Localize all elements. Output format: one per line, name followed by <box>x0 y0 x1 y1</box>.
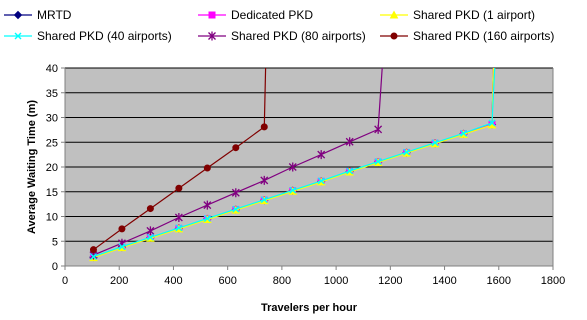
x-tick-label: 1000 <box>324 275 348 287</box>
data-point-shared-pkd-40-airports <box>146 233 154 241</box>
data-point-shared-pkd-160-airports <box>203 164 211 172</box>
data-point-shared-pkd-80-airports <box>345 137 354 147</box>
legend: MRTD Dedicated PKD Shared PKD (1 airport) S… <box>4 8 554 43</box>
data-point-shared-pkd-80-airports <box>231 188 240 198</box>
legend-item-shared-pkd-40-airports: Shared PKD (40 airports) <box>4 29 172 43</box>
y-tick-label: 0 <box>52 261 58 273</box>
data-point-shared-pkd-160-airports <box>89 246 97 254</box>
x-tick-label: 800 <box>273 275 291 287</box>
axes <box>61 67 554 270</box>
x-tick-label: 1400 <box>432 275 456 287</box>
y-tick-label: 5 <box>52 236 58 248</box>
data-point-shared-pkd-40-airports <box>346 167 354 175</box>
data-point-shared-pkd-40-airports <box>260 196 268 204</box>
data-point-shared-pkd-40-airports <box>374 158 382 166</box>
data-point-shared-pkd-160-airports <box>175 184 183 192</box>
series-layer <box>89 67 497 262</box>
data-point-shared-pkd-80-airports <box>174 212 183 222</box>
series-shared-pkd-80-airports <box>89 67 383 260</box>
legend-item-mrtd: MRTD <box>4 8 72 22</box>
y-axis-label: Average Waiting Time (m) <box>26 100 38 234</box>
legend-marker <box>13 10 23 20</box>
gridlines <box>65 67 553 242</box>
x-tick-label: 1600 <box>487 275 511 287</box>
legend-label: Shared PKD (160 airports) <box>413 29 554 43</box>
tick-labels: 0 200 400 600 800 1000 1200 1400 1600 1800 0 5 10 15 2… <box>46 63 565 287</box>
series-shared-pkd-160-airports <box>89 67 268 254</box>
data-point-shared-pkd-80-airports <box>203 200 212 210</box>
x-tick-label: 0 <box>62 275 68 287</box>
data-point-shared-pkd-160-airports <box>260 123 268 131</box>
y-tick-label: 25 <box>46 137 58 149</box>
legend-marker <box>390 32 398 40</box>
legend-item-shared-pkd-80-airports: Shared PKD (80 airports) <box>198 29 366 43</box>
data-point-shared-pkd-40-airports <box>289 186 297 194</box>
series-line-shared-pkd-1-airport <box>93 67 494 259</box>
y-tick-label: 10 <box>46 212 58 224</box>
data-point-shared-pkd-40-airports <box>317 177 325 185</box>
data-point-shared-pkd-40-airports <box>431 139 439 147</box>
series-line-shared-pkd-80-airports <box>93 67 383 256</box>
legend-item-dedicated-pkd: Dedicated PKD <box>198 8 313 22</box>
legend-marker <box>14 32 22 40</box>
data-point-shared-pkd-80-airports <box>146 226 155 236</box>
data-point-shared-pkd-160-airports <box>118 225 126 233</box>
legend-label: Shared PKD (40 airports) <box>37 29 172 43</box>
data-point-shared-pkd-160-airports <box>146 205 154 213</box>
series-line-shared-pkd-160-airports <box>93 67 267 251</box>
data-point-shared-pkd-80-airports <box>288 162 297 172</box>
data-point-shared-pkd-40-airports <box>175 224 183 232</box>
legend-label: Shared PKD (1 airport) <box>413 8 535 22</box>
y-tick-label: 35 <box>46 88 58 100</box>
data-point-shared-pkd-80-airports <box>260 175 269 185</box>
legend-marker <box>208 31 216 41</box>
y-tick-label: 30 <box>46 113 58 125</box>
data-point-shared-pkd-160-airports <box>232 144 240 152</box>
legend-label: Dedicated PKD <box>231 8 313 22</box>
legend-item-shared-pkd-160-airports: Shared PKD (160 airports) <box>380 29 554 43</box>
data-point-shared-pkd-80-airports <box>374 124 383 134</box>
data-point-shared-pkd-40-airports <box>232 205 240 213</box>
data-point-shared-pkd-40-airports <box>89 253 97 261</box>
legend-marker <box>389 10 399 19</box>
x-tick-label: 1200 <box>378 275 402 287</box>
data-point-shared-pkd-40-airports <box>118 243 126 251</box>
x-tick-label: 600 <box>218 275 236 287</box>
x-tick-label: 400 <box>164 275 182 287</box>
y-tick-label: 15 <box>46 187 58 199</box>
y-tick-label: 40 <box>46 63 58 75</box>
data-point-shared-pkd-80-airports <box>317 150 326 160</box>
data-point-shared-pkd-40-airports <box>403 148 411 156</box>
series-shared-pkd-40-airports <box>89 67 496 261</box>
x-tick-label: 200 <box>110 275 128 287</box>
series-line-shared-pkd-40-airports <box>93 67 496 258</box>
data-point-shared-pkd-40-airports <box>460 129 468 137</box>
data-point-shared-pkd-40-airports <box>488 119 496 127</box>
legend-label: MRTD <box>37 8 72 22</box>
legend-marker <box>208 11 216 19</box>
y-tick-label: 20 <box>46 162 58 174</box>
x-tick-label: 1800 <box>541 275 565 287</box>
data-point-shared-pkd-40-airports <box>203 214 211 222</box>
legend-label: Shared PKD (80 airports) <box>231 29 366 43</box>
legend-item-shared-pkd-1-airport: Shared PKD (1 airport) <box>380 8 535 22</box>
x-axis-label: Travelers per hour <box>261 302 358 314</box>
